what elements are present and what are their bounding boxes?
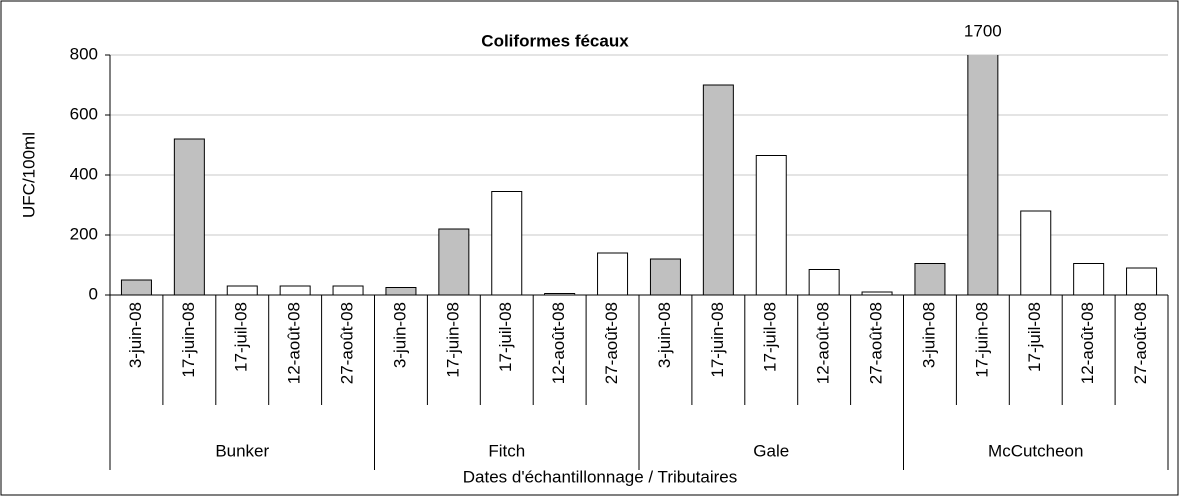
chart-title: Coliformes fécaux (481, 31, 629, 50)
x-tick-label: 27-août-08 (867, 302, 886, 384)
group-label: Bunker (215, 441, 269, 460)
x-tick-label: 27-août-08 (1131, 302, 1150, 384)
x-tick-label: 17-juin-08 (972, 302, 991, 378)
bar (226, 285, 258, 296)
x-tick-label: 17-juin-08 (708, 302, 727, 378)
bar (279, 285, 311, 296)
bar (491, 191, 523, 296)
x-tick-label: 12-août-08 (285, 302, 304, 384)
bar (332, 285, 364, 296)
x-tick-label: 3-juin-08 (919, 302, 938, 368)
value-label: 1700 (964, 21, 1002, 40)
bar (438, 228, 470, 296)
x-tick-label: 27-août-08 (338, 302, 357, 384)
group-label: McCutcheon (988, 441, 1083, 460)
bar (755, 155, 787, 296)
x-tick-label: 12-août-08 (814, 302, 833, 384)
x-tick-label: 12-août-08 (549, 302, 568, 384)
group-label: Gale (753, 441, 789, 460)
y-tick-label: 0 (89, 284, 98, 303)
x-tick-label: 17-juil-08 (496, 302, 515, 372)
bar (1020, 210, 1052, 296)
bar (702, 84, 734, 296)
y-axis-title: UFC/100ml (19, 132, 38, 218)
y-tick-label: 200 (70, 224, 98, 243)
bar (120, 279, 152, 296)
x-tick-label: 17-juil-08 (232, 302, 251, 372)
x-tick-label: 17-juil-08 (1025, 302, 1044, 372)
bar (1073, 263, 1105, 296)
y-tick-label: 400 (70, 164, 98, 183)
bar (173, 138, 205, 296)
bar (914, 263, 946, 296)
plot-area (120, 55, 1158, 296)
bar (597, 252, 629, 296)
x-axis-title: Dates d'échantillonnage / Tributaires (463, 467, 737, 486)
x-tick-label: 3-juin-08 (126, 302, 145, 368)
y-tick-label: 600 (70, 104, 98, 123)
y-tick-label: 800 (70, 44, 98, 63)
bar (1126, 267, 1158, 296)
bar (808, 269, 840, 296)
x-tick-label: 17-juil-08 (761, 302, 780, 372)
x-tick-label: 17-juin-08 (179, 302, 198, 378)
x-tick-label: 3-juin-08 (390, 302, 409, 368)
x-tick-label: 12-août-08 (1078, 302, 1097, 384)
bar (649, 258, 681, 296)
x-tick-label: 17-juin-08 (443, 302, 462, 378)
x-tick-label: 3-juin-08 (655, 302, 674, 368)
x-tick-label: 27-août-08 (602, 302, 621, 384)
bar (385, 287, 417, 296)
group-label: Fitch (488, 441, 525, 460)
